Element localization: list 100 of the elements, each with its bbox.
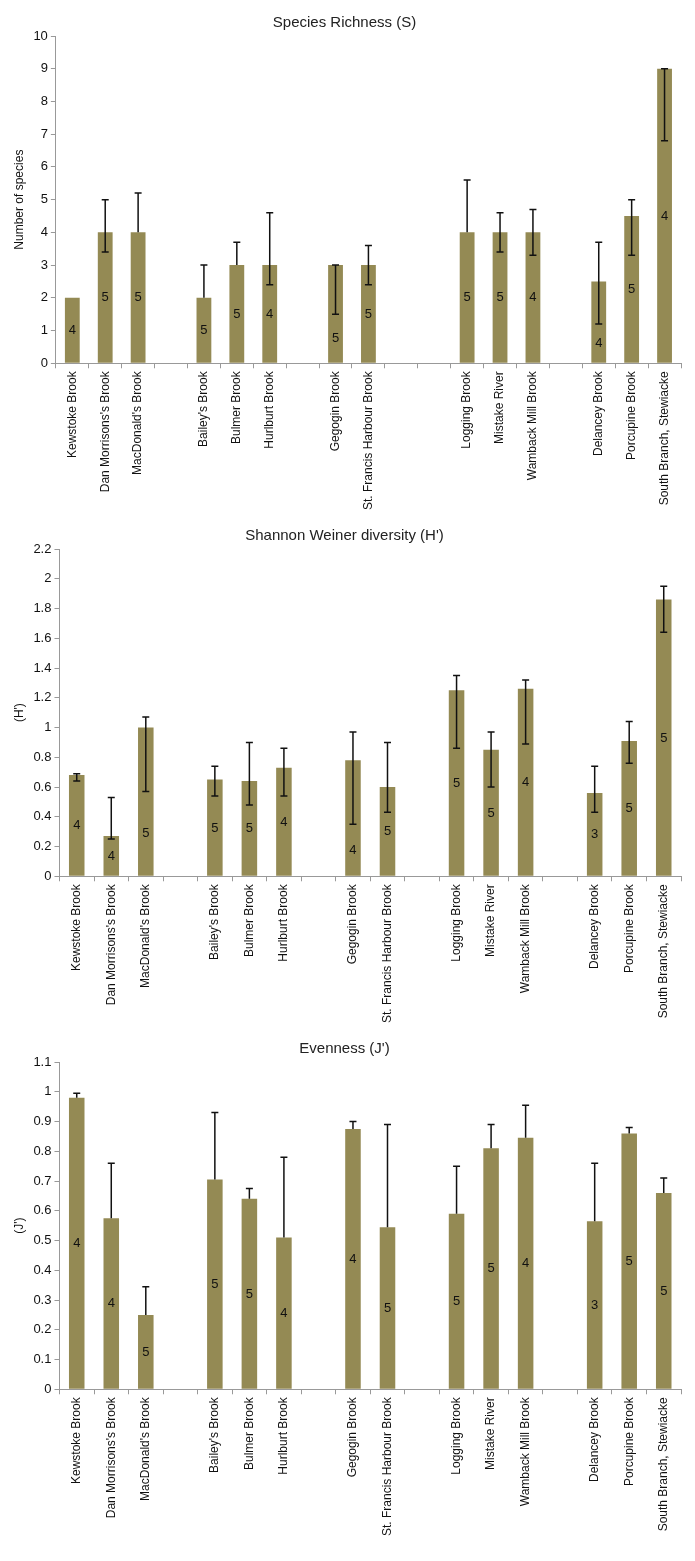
x-tick-label: Wamback Mill Brook	[517, 883, 532, 994]
annotation: 5	[625, 800, 633, 816]
x-tick-label: Porcupine Brook	[621, 1396, 636, 1486]
bar	[591, 281, 607, 363]
annotation: 5	[625, 1252, 633, 1268]
y-axis-title: Number of species	[11, 149, 26, 250]
x-tick-label: St. Francis Harbour Brook	[379, 883, 394, 1023]
y-tick-label: 0.1	[33, 1351, 52, 1367]
y-tick-label: 0.4	[33, 808, 52, 824]
bar	[459, 232, 475, 363]
x-tick-label: Dan Morrisons's Brook	[97, 370, 112, 493]
annotation: 4	[266, 305, 274, 321]
bar	[657, 68, 672, 363]
x-tick-label: Delancey Brook	[586, 883, 601, 969]
y-tick-label: 1	[40, 322, 48, 338]
y-tick-label: 5	[40, 191, 48, 207]
annotation: 4	[68, 322, 76, 338]
y-axis-title: (H')	[11, 703, 26, 723]
annotation: 4	[349, 841, 357, 857]
y-tick-label: 0.2	[33, 838, 52, 854]
annotation: 3	[591, 826, 599, 842]
x-tick-label: MacDonald's Brook	[138, 883, 153, 988]
x-tick-label: Dan Morrisons's Brook	[103, 1396, 118, 1519]
annotation: 3	[591, 1296, 599, 1312]
annotation: 4	[107, 1295, 115, 1311]
y-tick-label: 2.2	[33, 540, 52, 556]
x-tick-label: Mistake River	[483, 1397, 498, 1470]
annotation: 5	[660, 729, 668, 745]
annotation: 4	[73, 817, 81, 833]
y-tick-label: 0.5	[33, 1232, 52, 1248]
annotation: 5	[142, 825, 150, 841]
x-tick-label: Gegogin Brook	[345, 883, 360, 965]
x-tick-label: Bulmer Brook	[229, 370, 244, 444]
annotation: 5	[101, 289, 109, 305]
annotation: 5	[142, 1343, 150, 1359]
x-tick-label: Bailey's Brook	[196, 370, 211, 447]
bar	[241, 1198, 258, 1389]
annotation: 5	[134, 289, 142, 305]
y-tick-label: 1.4	[33, 659, 52, 675]
x-tick-label: Bulmer Brook	[241, 883, 256, 957]
x-tick-label: Gegogin Brook	[345, 1396, 360, 1478]
annotation: 5	[383, 823, 392, 839]
annotation: 4	[349, 1250, 357, 1266]
bar	[655, 599, 672, 876]
bar	[68, 775, 85, 876]
x-tick-label: Dan Morrisons's Brook	[103, 883, 118, 1006]
annotation: 4	[595, 335, 603, 351]
annotation: 5	[200, 322, 208, 338]
bar	[130, 232, 146, 363]
bar	[207, 1179, 223, 1389]
y-tick-label: 2	[44, 570, 52, 586]
bar	[196, 297, 212, 363]
y-tick-label: 0.4	[33, 1261, 52, 1277]
x-tick-label: Hurlburt Brook	[276, 883, 291, 962]
y-tick-label: 0.2	[33, 1321, 52, 1337]
x-tick-label: South Branch, Stewiacke	[656, 883, 671, 1019]
x-tick-label: South Branch, Stewiacke	[656, 1396, 671, 1532]
y-tick-label: 1	[44, 1083, 52, 1099]
bar	[624, 216, 640, 363]
bar	[448, 1213, 465, 1389]
bar	[138, 1314, 154, 1389]
y-tick-label: 1	[44, 719, 52, 735]
y-tick-label: 1.2	[33, 689, 52, 705]
x-tick-label: Porcupine Brook	[621, 883, 636, 973]
y-tick-label: 0.8	[33, 748, 52, 764]
annotation: 5	[233, 305, 241, 321]
annotation: 4	[280, 813, 288, 829]
bar	[345, 760, 361, 876]
x-tick-label: Hurlburt Brook	[276, 1396, 291, 1475]
y-tick-label: 8	[40, 93, 48, 109]
bar	[379, 787, 396, 876]
bar	[361, 265, 376, 363]
bar	[621, 1133, 637, 1389]
bar	[328, 265, 343, 363]
x-tick-label: Mistake River	[483, 884, 498, 957]
x-tick-label: Logging Brook	[448, 883, 463, 962]
annotation: 4	[73, 1235, 81, 1251]
bar	[517, 688, 534, 876]
annotation: 5	[463, 289, 471, 305]
y-axis-title: (J')	[11, 1217, 26, 1234]
x-tick-label: St. Francis Harbour Brook	[360, 370, 375, 510]
chart-title: Evenness (J')	[299, 1039, 390, 1057]
y-tick-label: 1.6	[33, 629, 52, 645]
x-tick-label: Delancey Brook	[586, 1396, 601, 1482]
chart-title: Species Richness (S)	[272, 13, 417, 31]
annotation: 5	[331, 330, 340, 346]
bar	[103, 1218, 120, 1389]
bar	[103, 836, 120, 876]
annotation: 4	[660, 207, 669, 223]
x-tick-label: Kewstoke Brook	[69, 1396, 84, 1484]
x-tick-label: Bulmer Brook	[241, 1396, 256, 1470]
x-tick-label: Bailey's Brook	[207, 1396, 222, 1473]
y-tick-label: 9	[40, 60, 48, 76]
y-tick-label: 3	[40, 256, 48, 272]
annotation: 5	[211, 819, 219, 835]
x-tick-label: Delancey Brook	[591, 370, 606, 456]
annotation: 5	[383, 1299, 392, 1315]
bar	[621, 740, 637, 876]
annotation: 5	[487, 804, 495, 820]
y-tick-label: 4	[40, 223, 48, 239]
